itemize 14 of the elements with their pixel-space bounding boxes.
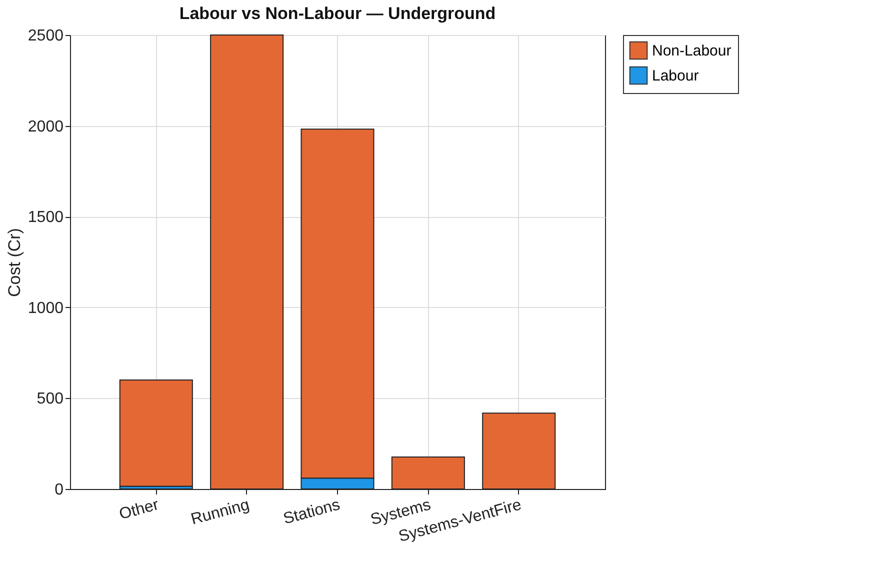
x-tick-label: Other [117, 496, 162, 524]
legend-label: Non-Labour [652, 42, 732, 60]
y-tick-label: 500 [36, 390, 64, 408]
chart-title: Labour vs Non-Labour — Underground [179, 4, 496, 23]
y-tick-label: 2000 [28, 118, 64, 136]
y-tick-label: 1500 [28, 209, 64, 226]
y-tick-label: 0 [54, 482, 64, 498]
bar [119, 380, 193, 487]
y-tick-label: 1000 [28, 300, 64, 317]
x-tick-label: Stations [282, 496, 342, 528]
y-tick-label: 2500 [28, 28, 64, 44]
x-tick-label: Running [189, 496, 252, 528]
y-axis-title: Cost (Cr) [4, 228, 24, 297]
legend-label: Labour [652, 68, 699, 84]
